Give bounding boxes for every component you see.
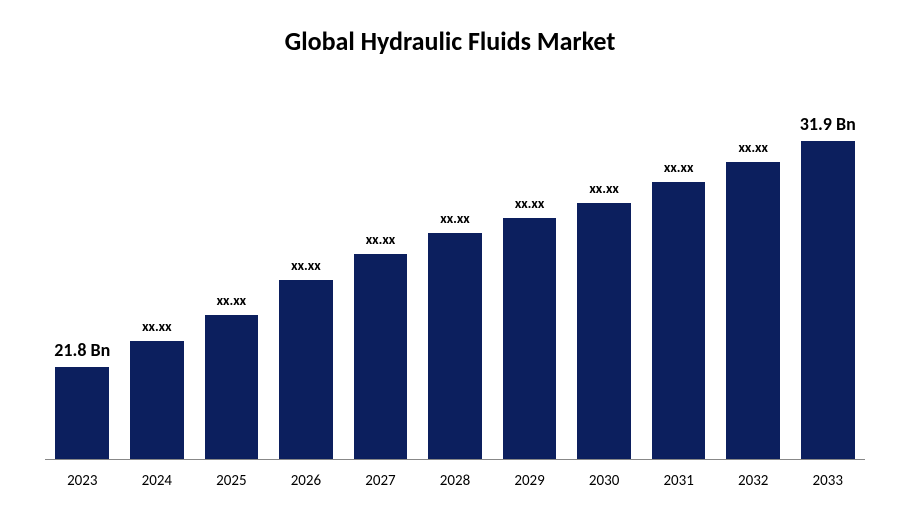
x-axis-label: 2031 [641, 472, 716, 490]
bar-slot: xx.xx [418, 100, 493, 459]
bar-value-label: xx.xx [366, 231, 395, 248]
bar-slot: xx.xx [120, 100, 195, 459]
bar-value-label: xx.xx [589, 180, 618, 197]
bar-value-label: xx.xx [738, 139, 767, 156]
bar [428, 233, 482, 459]
bar [205, 315, 259, 459]
bar-slot: xx.xx [567, 100, 642, 459]
bar [354, 254, 408, 459]
bar-slot: xx.xx [343, 100, 418, 459]
bar-slot: 31.9 Bn [790, 100, 865, 459]
x-axis-label: 2023 [45, 472, 120, 490]
bar-slot: 21.8 Bn [45, 100, 120, 459]
x-axis-label: 2033 [790, 472, 865, 490]
bar-value-label: xx.xx [217, 292, 246, 309]
x-axis-label: 2025 [194, 472, 269, 490]
bar [652, 182, 706, 459]
x-axis-label: 2024 [120, 472, 195, 490]
bar [279, 280, 333, 460]
bars-container: 21.8 Bn xx.xx xx.xx xx.xx xx.xx xx.xx xx.xx xx.… [45, 100, 865, 459]
chart-plot-area: 21.8 Bn xx.xx xx.xx xx.xx xx.xx xx.xx xx.xx xx.… [45, 100, 865, 460]
bar-slot: xx.xx [641, 100, 716, 459]
bar-value-label: 31.9 Bn [800, 113, 856, 135]
bar-value-label: xx.xx [291, 257, 320, 274]
chart-title: Global Hydraulic Fluids Market [0, 0, 900, 57]
bar-slot: xx.xx [716, 100, 791, 459]
x-axis-label: 2030 [567, 472, 642, 490]
x-axis: 2023202420252026202720282029203020312032… [45, 472, 865, 490]
bar [801, 141, 855, 459]
bar-value-label: xx.xx [440, 210, 469, 227]
x-axis-label: 2028 [418, 472, 493, 490]
bar-slot: xx.xx [492, 100, 567, 459]
bar-slot: xx.xx [194, 100, 269, 459]
x-axis-label: 2029 [492, 472, 567, 490]
bar [577, 203, 631, 459]
bar [130, 341, 184, 459]
x-axis-label: 2032 [716, 472, 791, 490]
bar [503, 218, 557, 459]
bar-value-label: 21.8 Bn [54, 339, 110, 361]
x-axis-label: 2027 [343, 472, 418, 490]
x-axis-label: 2026 [269, 472, 344, 490]
bar-value-label: xx.xx [515, 195, 544, 212]
bar [55, 367, 109, 459]
bar-slot: xx.xx [269, 100, 344, 459]
bar [726, 162, 780, 459]
bar-value-label: xx.xx [142, 318, 171, 335]
bar-value-label: xx.xx [664, 159, 693, 176]
